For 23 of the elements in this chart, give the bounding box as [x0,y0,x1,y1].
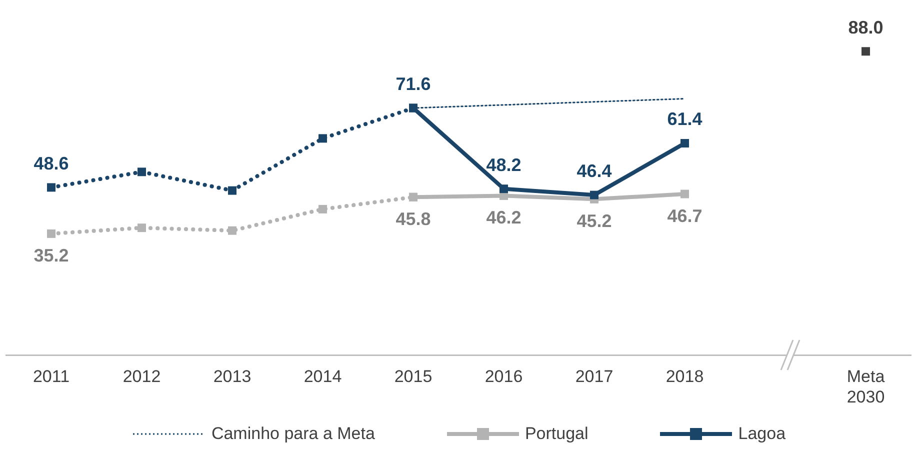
data-label: 88.0 [848,17,884,38]
x-tick-label: 2016 [484,367,523,386]
x-tick-label: 2014 [304,367,342,386]
data-label: 61.4 [667,109,702,130]
data-label: 46.4 [576,160,612,181]
data-label: 46.2 [486,208,522,228]
data-label: 71.6 [396,74,431,94]
legend-label: Caminho para a Meta [211,424,375,444]
x-tick-label: 2013 [213,367,252,386]
data-label: 45.2 [576,211,612,232]
legend-label: Portugal [524,424,588,444]
data-label: 48.6 [34,153,69,174]
x-tick-label: 2012 [122,367,161,386]
data-label: 45.8 [396,209,431,230]
legend-label: Lagoa [738,424,786,444]
data-label: 35.2 [34,246,69,266]
data-label: 48.2 [486,154,522,175]
data-label: 46.7 [667,206,702,226]
x-tick-label: Meta 2030 [846,367,886,406]
x-tick-label: 2015 [394,367,432,386]
x-tick-label: 2011 [32,367,70,386]
x-tick-label: 2018 [666,367,704,386]
x-tick-label: 2017 [575,367,614,386]
